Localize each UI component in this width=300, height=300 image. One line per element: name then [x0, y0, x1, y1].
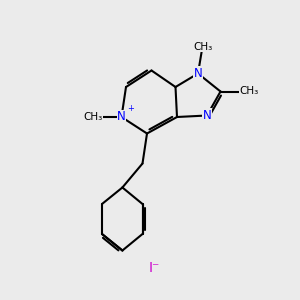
- Text: N: N: [194, 67, 202, 80]
- Text: CH₃: CH₃: [239, 86, 259, 97]
- Text: CH₃: CH₃: [193, 41, 212, 52]
- Text: +: +: [127, 104, 134, 113]
- Text: I⁻: I⁻: [149, 262, 160, 275]
- Text: N: N: [202, 109, 211, 122]
- Text: CH₃: CH₃: [83, 112, 103, 122]
- Text: N: N: [117, 110, 126, 124]
